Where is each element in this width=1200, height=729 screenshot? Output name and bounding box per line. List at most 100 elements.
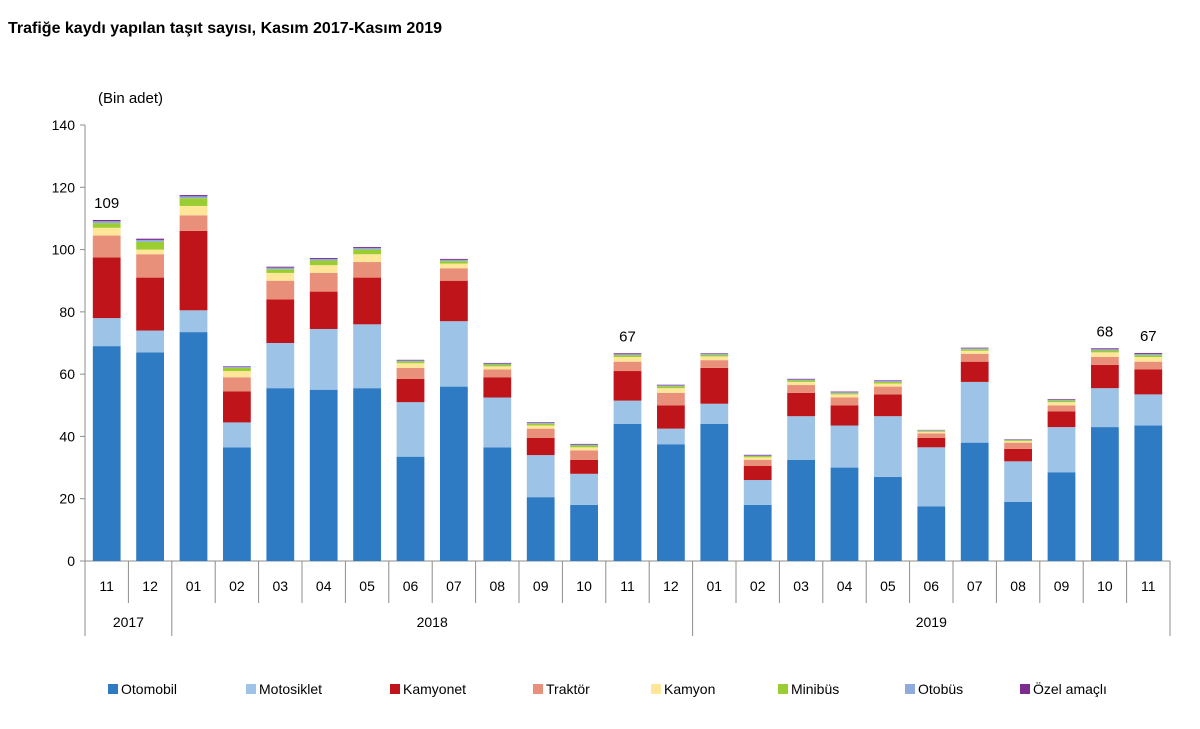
bar-otomobil bbox=[266, 388, 295, 561]
bar-kamyon bbox=[657, 388, 685, 393]
bar-trakt-r bbox=[874, 386, 902, 395]
x-tick-label: 07 bbox=[446, 578, 462, 594]
bar-trakt-r bbox=[1004, 442, 1032, 449]
bar-minib-s bbox=[440, 261, 468, 264]
bar-kamyonet bbox=[960, 361, 989, 382]
bar-otomobil bbox=[960, 442, 989, 561]
bar-kamyonet bbox=[396, 378, 425, 403]
bar-minib-s bbox=[223, 367, 251, 372]
bar-kamyonet bbox=[526, 437, 555, 456]
bar-kamyonet bbox=[353, 277, 381, 325]
bar-motosiklet bbox=[1134, 394, 1163, 426]
bar-kamyon bbox=[179, 205, 208, 216]
bar-kamyon bbox=[1091, 352, 1119, 358]
year-label: 2017 bbox=[113, 614, 144, 630]
year-label: 2019 bbox=[916, 614, 947, 630]
bar-otomobil bbox=[440, 386, 468, 561]
bar-kamyonet bbox=[483, 377, 512, 398]
bar-otob-s bbox=[657, 385, 685, 387]
x-tick-label: 10 bbox=[576, 578, 592, 594]
bar-otomobil bbox=[353, 388, 381, 561]
x-tick-label: 08 bbox=[1010, 578, 1026, 594]
bar-otomobil bbox=[396, 456, 425, 561]
bar-kamyon bbox=[700, 356, 729, 361]
bar-motosiklet bbox=[830, 425, 859, 468]
x-tick-label: 05 bbox=[880, 578, 896, 594]
bar-kamyonet bbox=[440, 280, 468, 322]
x-tick-label: 07 bbox=[967, 578, 983, 594]
bar-trakt-r bbox=[223, 377, 251, 392]
bar-minib-s bbox=[483, 364, 512, 367]
x-tick-label: 03 bbox=[273, 578, 289, 594]
bar-kamyonet bbox=[917, 437, 946, 448]
bar-motosiklet bbox=[743, 480, 772, 505]
bar-otomobil bbox=[1047, 472, 1076, 561]
bar-trakt-r bbox=[440, 268, 468, 281]
bar-motosiklet bbox=[353, 324, 381, 389]
bar-trakt-r bbox=[136, 254, 164, 278]
x-tick-label: 11 bbox=[99, 578, 114, 594]
x-tick-label: 02 bbox=[750, 578, 766, 594]
bar--zel-ama-l- bbox=[223, 366, 251, 367]
legend-swatch bbox=[651, 684, 661, 694]
bar-otomobil bbox=[700, 423, 729, 561]
bar-kamyonet bbox=[830, 405, 859, 426]
bar-otob-s bbox=[1004, 439, 1032, 441]
legend-swatch bbox=[246, 684, 256, 694]
bar-kamyonet bbox=[787, 392, 815, 417]
bar-kamyon bbox=[1004, 441, 1032, 443]
bar-kamyon bbox=[1134, 357, 1163, 362]
y-tick-label: 0 bbox=[67, 553, 75, 569]
total-annotation: 67 bbox=[619, 328, 636, 345]
x-tick-label: 10 bbox=[1097, 578, 1113, 594]
bar--zel-ama-l- bbox=[396, 359, 425, 361]
bar-minib-s bbox=[136, 241, 164, 250]
bar-trakt-r bbox=[570, 450, 598, 460]
bar-otob-s bbox=[266, 267, 295, 270]
bar-kamyonet bbox=[657, 405, 685, 429]
bar--zel-ama-l- bbox=[309, 257, 338, 259]
bars bbox=[92, 195, 1163, 561]
bar-minib-s bbox=[657, 386, 685, 389]
bar-trakt-r bbox=[526, 428, 555, 438]
bar-otomobil bbox=[1134, 425, 1163, 561]
bar--zel-ama-l- bbox=[613, 353, 642, 355]
x-tick-label: 06 bbox=[403, 578, 419, 594]
bar-minib-s bbox=[309, 260, 338, 266]
bar-minib-s bbox=[526, 423, 555, 426]
bar-minib-s bbox=[1047, 400, 1076, 403]
bar-trakt-r bbox=[353, 262, 381, 278]
bar-otomobil bbox=[830, 467, 859, 561]
bar-kamyon bbox=[613, 357, 642, 362]
legend-swatch bbox=[533, 684, 543, 694]
bar-otob-s bbox=[223, 366, 251, 368]
bar-minib-s bbox=[960, 349, 989, 351]
bar-otob-s bbox=[743, 455, 772, 457]
bar-motosiklet bbox=[92, 318, 121, 347]
bar-motosiklet bbox=[1004, 461, 1032, 502]
bar-otob-s bbox=[483, 363, 512, 365]
bar--zel-ama-l- bbox=[92, 219, 121, 222]
bar-motosiklet bbox=[266, 343, 295, 389]
bar--zel-ama-l- bbox=[1047, 399, 1076, 400]
bar-motosiklet bbox=[960, 381, 989, 443]
bar-otomobil bbox=[309, 389, 338, 561]
bar-minib-s bbox=[353, 249, 381, 255]
bar--zel-ama-l- bbox=[830, 391, 859, 393]
bar-kamyonet bbox=[613, 371, 642, 401]
y-tick-label: 60 bbox=[59, 366, 75, 382]
bar-minib-s bbox=[743, 456, 772, 458]
bar-motosiklet bbox=[570, 473, 598, 505]
bar-motosiklet bbox=[136, 330, 164, 353]
total-annotation: 67 bbox=[1140, 328, 1157, 345]
bar-minib-s bbox=[874, 381, 902, 384]
bar-otob-s bbox=[1047, 399, 1076, 401]
bar--zel-ama-l- bbox=[440, 258, 468, 260]
bar--zel-ama-l- bbox=[136, 238, 164, 240]
bar-kamyonet bbox=[179, 230, 208, 311]
bar-motosiklet bbox=[787, 416, 815, 460]
bar-trakt-r bbox=[830, 397, 859, 406]
bar-motosiklet bbox=[1091, 388, 1119, 428]
